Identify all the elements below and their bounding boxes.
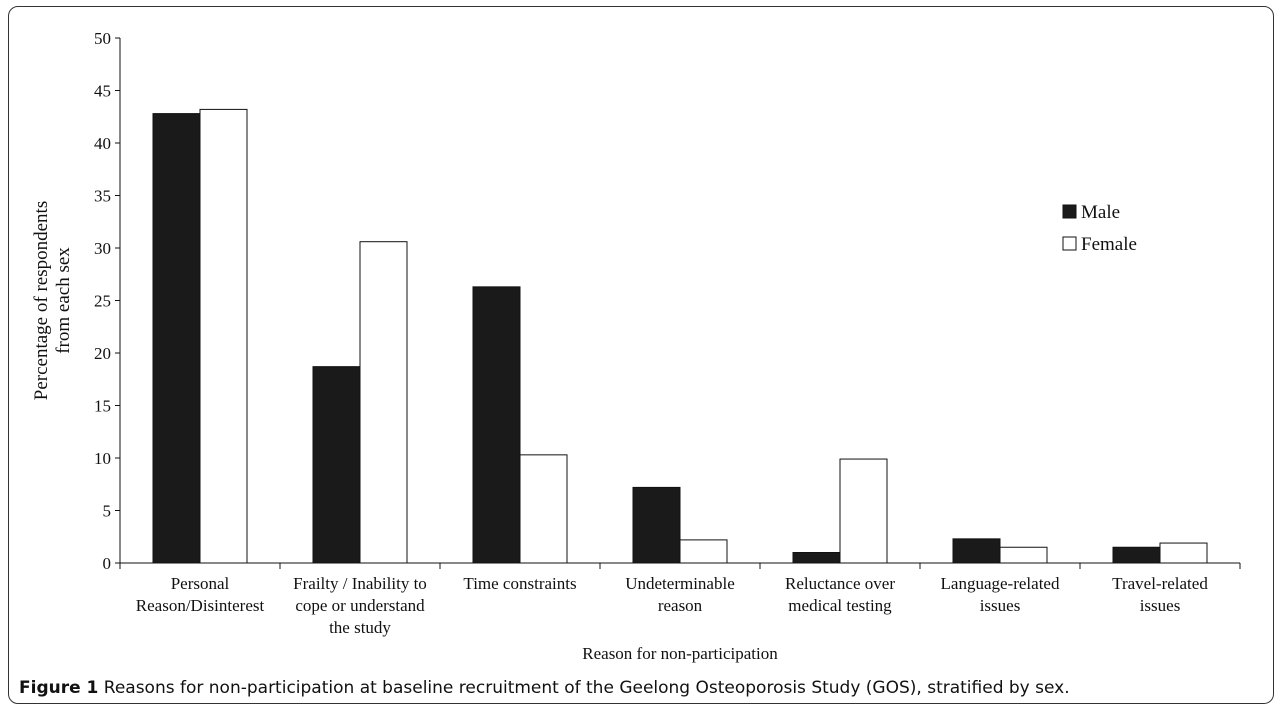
female-bar — [839, 458, 888, 564]
x-tick-label: issues — [980, 596, 1021, 615]
male-bar — [792, 552, 841, 564]
female-bar — [199, 108, 248, 564]
y-tick-label: 25 — [94, 292, 111, 311]
caption-label: Figure 1 — [19, 678, 99, 698]
male-bar — [632, 486, 681, 564]
y-tick-label: 35 — [94, 187, 111, 206]
x-tick-label: medical testing — [788, 596, 892, 615]
figure-caption: Figure 1 Reasons for non-participation a… — [19, 678, 1269, 698]
x-tick-label: issues — [1140, 596, 1181, 615]
x-tick-label: Reluctance over — [785, 574, 895, 593]
y-axis-title: Percentage of respondents — [31, 201, 52, 400]
x-tick-label: Reason/Disinterest — [136, 596, 265, 615]
x-tick-label: Frailty / Inability to — [293, 574, 427, 593]
male-bar — [1112, 546, 1161, 564]
female-bar — [679, 539, 728, 564]
female-bar — [1159, 542, 1208, 564]
x-tick-label: Undeterminable — [625, 574, 735, 593]
legend-swatch-female — [1062, 236, 1077, 251]
y-tick-label: 30 — [94, 239, 111, 258]
y-tick-label: 50 — [94, 29, 111, 48]
male-bar — [952, 538, 1001, 564]
y-axis-title: from each sex — [53, 247, 74, 354]
x-tick-label: Personal — [171, 574, 230, 593]
x-tick-label: reason — [658, 596, 703, 615]
y-tick-label: 40 — [94, 134, 111, 153]
legend-label-male: Male — [1081, 202, 1120, 223]
y-tick-label: 45 — [94, 82, 111, 101]
x-axis-title: Reason for non-participation — [582, 644, 778, 663]
x-tick-label: Travel-related — [1112, 574, 1208, 593]
female-bar — [359, 241, 408, 564]
female-bar — [519, 454, 568, 564]
x-tick-label: Time constraints — [463, 574, 576, 593]
legend-label-female: Female — [1081, 234, 1137, 255]
female-bar — [999, 546, 1048, 564]
male-bar — [472, 286, 521, 564]
y-tick-label: 0 — [103, 554, 112, 573]
figure-frame — [8, 6, 1274, 704]
y-tick-label: 10 — [94, 449, 111, 468]
caption-text: Reasons for non-participation at baselin… — [98, 678, 1070, 698]
y-tick-label: 5 — [103, 502, 112, 521]
x-tick-label: the study — [329, 618, 391, 637]
x-tick-label: Language-related — [941, 574, 1060, 593]
legend-swatch-male — [1062, 204, 1077, 219]
male-bar — [152, 113, 201, 564]
y-tick-label: 20 — [94, 344, 111, 363]
x-tick-label: cope or understand — [295, 596, 425, 615]
male-bar — [312, 366, 361, 564]
bar-chart: 0 5 10 15 20 25 30 35 40 45 50 Personal Reason/Disin… — [31, 29, 1241, 663]
y-tick-label: 15 — [94, 397, 111, 416]
